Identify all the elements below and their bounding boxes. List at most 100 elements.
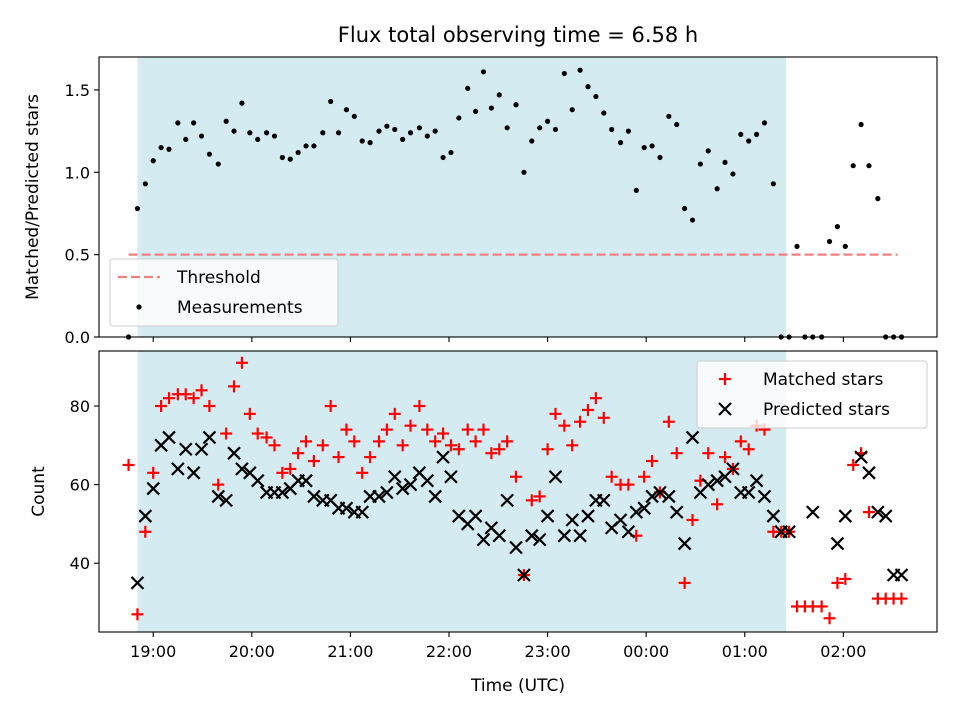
top-axes-frame <box>98 56 938 338</box>
matched-point <box>268 439 281 452</box>
x-tick-label: 23:00 <box>525 642 571 661</box>
predicted-point <box>211 489 226 504</box>
y-tick-label: 0.0 <box>65 328 90 347</box>
predicted-point <box>468 509 483 523</box>
measurement-point <box>320 130 326 136</box>
measurement-point <box>264 130 270 136</box>
matched-point <box>678 576 691 589</box>
matched-point <box>203 400 216 413</box>
legend-threshold-label: Threshold <box>176 268 261 288</box>
matched-point <box>131 608 144 621</box>
predicted-point <box>162 430 176 445</box>
measurement-point <box>521 169 527 175</box>
matched-point <box>340 423 353 436</box>
measurement-point <box>432 128 438 134</box>
bottom-legend: Matched stars Predicted stars <box>696 360 928 429</box>
measurement-point <box>537 125 543 131</box>
matched-point <box>356 466 369 479</box>
predicted-point <box>138 509 153 523</box>
matched-point <box>477 423 490 436</box>
matched-point <box>742 443 755 456</box>
measurement-point <box>633 187 639 194</box>
matched-point <box>212 478 225 491</box>
matched-point <box>404 419 417 432</box>
measurement-point <box>826 238 833 245</box>
matched-point <box>276 466 289 479</box>
x-tick-label: 01:00 <box>722 642 768 661</box>
legend-matched-label: Matched stars <box>763 370 883 390</box>
matched-point <box>187 392 200 405</box>
matched-point <box>847 458 860 471</box>
matched-point <box>686 513 699 526</box>
matched-point <box>662 415 675 428</box>
matched-point <box>372 435 385 448</box>
measurement-point <box>191 120 197 126</box>
predicted-point <box>662 489 676 504</box>
predicted-point <box>492 528 507 543</box>
x-tick-label: 02:00 <box>820 642 866 661</box>
predicted-point <box>202 430 217 445</box>
measurement-point <box>552 126 559 133</box>
predicted-point <box>741 485 756 500</box>
y-tick-label: 40 <box>70 554 90 573</box>
matched-point <box>228 380 241 393</box>
matched-point <box>493 443 506 456</box>
measurement-point <box>850 163 856 169</box>
matched-point <box>429 435 442 448</box>
y-tick-label: 80 <box>70 397 90 416</box>
measurement-point <box>359 138 365 144</box>
measurement-point <box>753 131 760 138</box>
matched-point <box>549 407 562 420</box>
matched-point <box>235 356 248 369</box>
predicted-point <box>387 469 402 484</box>
matched-point <box>421 423 434 436</box>
measurement-point <box>529 138 535 144</box>
measurement-point <box>480 69 487 75</box>
measurement-point <box>682 205 688 212</box>
predicted-point <box>130 576 145 590</box>
matched-point <box>823 612 836 625</box>
predicted-point <box>878 509 893 523</box>
measurement-point <box>407 130 414 136</box>
matched-point <box>251 427 264 440</box>
matched-point <box>444 439 457 452</box>
predicted-point <box>806 505 820 519</box>
measurement-point <box>761 120 768 126</box>
measurement-point <box>311 143 317 149</box>
matched-point <box>324 400 337 413</box>
measurement-point <box>416 125 423 131</box>
predicted-point <box>581 509 595 523</box>
measurement-point <box>496 92 502 98</box>
matched-point <box>461 423 474 436</box>
matched-point <box>332 451 345 464</box>
top-legend-box <box>109 258 339 327</box>
measurement-point <box>875 196 881 202</box>
matched-point <box>147 466 160 479</box>
measurement-point <box>328 98 334 105</box>
matched-point <box>670 447 683 460</box>
matched-point <box>469 435 482 448</box>
predicted-point <box>830 536 845 551</box>
measurement-point <box>649 143 655 149</box>
predicted-point <box>476 532 491 547</box>
matched-point <box>122 458 135 471</box>
bottom-axes-frame <box>98 350 938 633</box>
measurement-point <box>601 110 607 116</box>
measurement-point <box>343 107 350 113</box>
measurement-point <box>255 136 261 142</box>
matched-point <box>533 490 546 503</box>
x-tick-label: 22:00 <box>426 642 472 661</box>
matched-point <box>541 443 554 456</box>
legend-measurements-label: Measurements <box>177 298 303 318</box>
matched-point <box>895 592 908 605</box>
bottom-shaded-span <box>137 351 787 632</box>
matched-point <box>702 447 715 460</box>
measurement-point <box>456 115 462 121</box>
matched-point <box>501 435 514 448</box>
matched-point <box>195 384 208 397</box>
measurement-point <box>376 128 382 134</box>
measurement-point <box>295 149 301 156</box>
predicted-point <box>871 505 885 519</box>
predicted-point <box>596 493 611 508</box>
measurement-point <box>722 159 728 166</box>
